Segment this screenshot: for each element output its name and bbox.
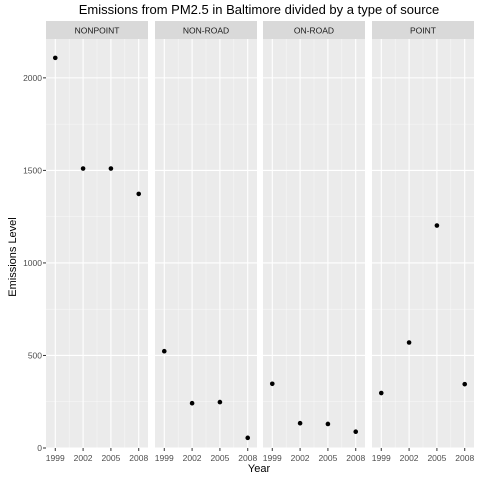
x-tick-label: 2005 bbox=[210, 453, 229, 463]
x-axis-label: Year bbox=[248, 463, 271, 475]
data-point bbox=[269, 381, 275, 387]
data-point bbox=[80, 166, 86, 171]
x-tick-label: 2005 bbox=[427, 453, 446, 463]
x-tick-label: 2005 bbox=[318, 453, 337, 463]
facet-strip bbox=[372, 21, 474, 39]
facet-strip-label: NON-ROAD bbox=[183, 26, 229, 36]
x-tick-label: 2008 bbox=[129, 453, 148, 463]
data-point bbox=[297, 420, 303, 426]
facet-panel-non-road: NON-ROAD 1999 2002 2005 2008 bbox=[155, 21, 257, 463]
x-tick-label: 1999 bbox=[263, 453, 282, 463]
data-point bbox=[245, 435, 251, 441]
facet-strip bbox=[263, 21, 365, 39]
x-tick-label: 2008 bbox=[238, 453, 257, 463]
facet-strip bbox=[155, 21, 257, 39]
data-point bbox=[353, 429, 359, 435]
data-point bbox=[434, 223, 440, 228]
y-tick-label: 0 bbox=[37, 443, 42, 453]
x-tick-label: 2002 bbox=[183, 453, 202, 463]
facet-strip-label: POINT bbox=[410, 26, 436, 36]
y-axis-label: Emissions Level bbox=[7, 217, 19, 296]
x-tick-label: 1999 bbox=[46, 453, 65, 463]
data-point bbox=[325, 421, 331, 427]
y-tick-label: 2000 bbox=[23, 73, 42, 83]
data-point bbox=[108, 166, 114, 171]
x-tick-label: 2002 bbox=[74, 453, 93, 463]
data-point bbox=[52, 55, 58, 61]
x-tick-label: 1999 bbox=[372, 453, 391, 463]
x-tick-label: 2008 bbox=[455, 453, 474, 463]
data-point bbox=[406, 340, 412, 345]
facet-panel-nonpoint: NONPOINT 1999 2002 2005 2008 bbox=[46, 21, 148, 463]
facet-strip-label: ON-ROAD bbox=[294, 26, 334, 36]
facet-strip bbox=[46, 21, 148, 39]
x-tick-label: 2002 bbox=[291, 453, 310, 463]
data-point bbox=[462, 381, 468, 387]
x-tick-label: 2005 bbox=[101, 453, 120, 463]
facet-strip-label: NONPOINT bbox=[75, 26, 120, 36]
facet-panels: 0 500 1000 1500 2000 NONPOINT 1999 2002 2005 2008… bbox=[23, 21, 474, 463]
data-point bbox=[161, 348, 167, 354]
y-tick-label: 500 bbox=[28, 350, 42, 360]
data-point bbox=[189, 400, 195, 406]
facet-panel-point: POINT 1999 2002 2005 2008 bbox=[372, 21, 474, 463]
data-point bbox=[378, 390, 384, 396]
data-point bbox=[136, 191, 142, 197]
y-tick-label: 1000 bbox=[23, 258, 42, 268]
x-tick-label: 1999 bbox=[155, 453, 174, 463]
facet-panel-on-road: ON-ROAD 1999 2002 2005 2008 bbox=[263, 21, 365, 463]
x-tick-label: 2008 bbox=[346, 453, 365, 463]
x-tick-label: 2002 bbox=[400, 453, 419, 463]
data-point bbox=[217, 399, 223, 405]
y-tick-label: 1500 bbox=[23, 165, 42, 175]
chart-title: Emissions from PM2.5 in Baltimore divide… bbox=[79, 2, 440, 17]
